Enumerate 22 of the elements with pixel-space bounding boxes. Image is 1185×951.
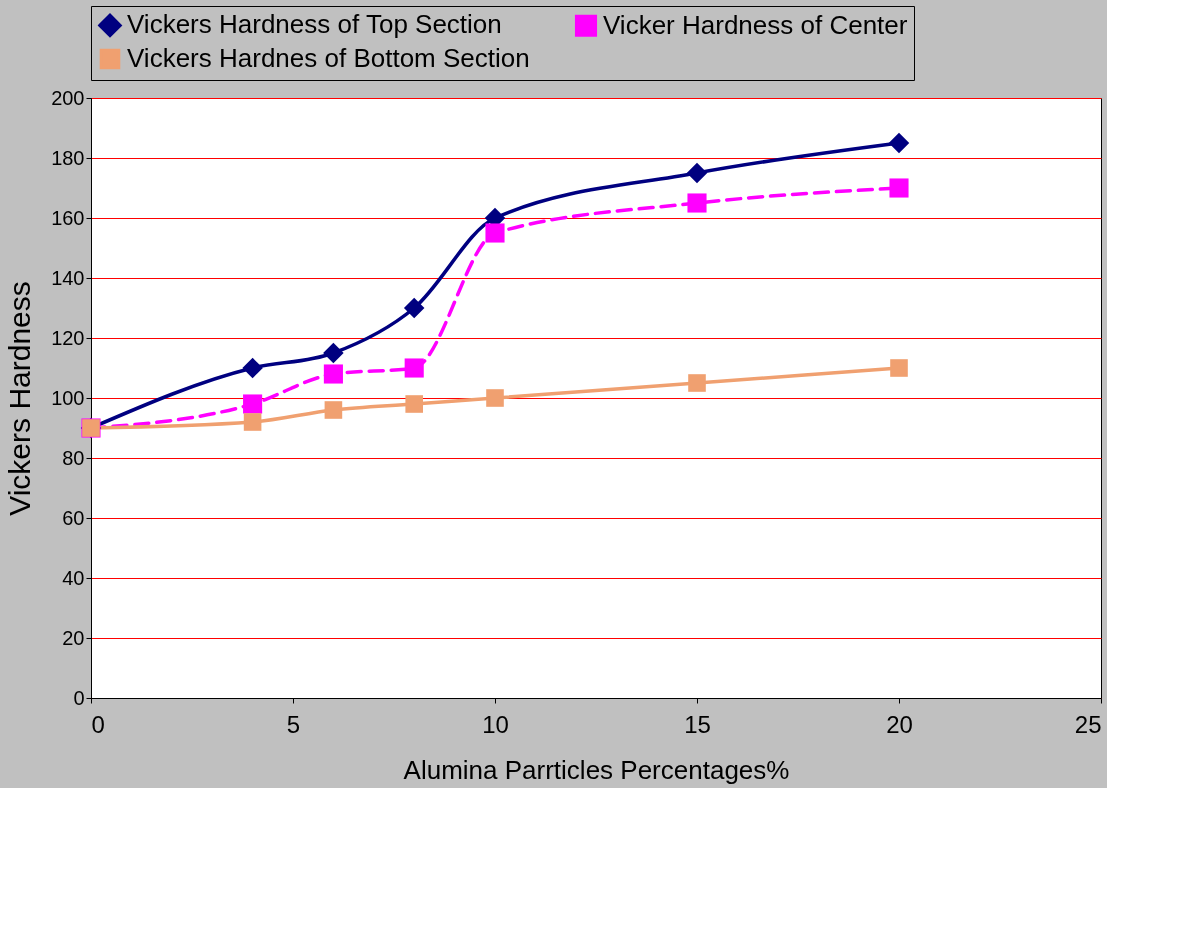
y-tick-label: 20	[62, 626, 85, 649]
y-tick-label: 80	[62, 446, 85, 469]
y-tick-label: 180	[51, 146, 85, 169]
y-tick-label: 120	[51, 326, 85, 349]
x-axis-title: Alumina Parrticles Percentages%	[403, 754, 790, 785]
x-tick-label: 10	[482, 710, 509, 738]
x-tick-label: 15	[684, 710, 711, 738]
legend-label: Vickers Hardness of Top Section	[127, 9, 502, 40]
y-tick-label: 200	[51, 86, 85, 109]
legend-label: Vickers Hardnes of Bottom Section	[127, 43, 530, 73]
x-tick-label: 5	[286, 710, 301, 738]
y-axis-title: Vickers Hardness	[3, 281, 37, 516]
x-tick-label: 25	[1074, 710, 1102, 738]
x-tick-label: 20	[886, 710, 913, 738]
legend-label: Vicker Hardness of Center	[603, 9, 908, 40]
x-tick-label: 0	[91, 710, 105, 738]
y-tick-label: 100	[51, 386, 85, 409]
y-tick-label: 40	[62, 566, 85, 589]
y-tick-label: 140	[51, 266, 85, 289]
y-tick-label: 0	[73, 686, 85, 709]
y-tick-label: 60	[62, 506, 85, 529]
y-tick-label: 160	[51, 206, 85, 229]
